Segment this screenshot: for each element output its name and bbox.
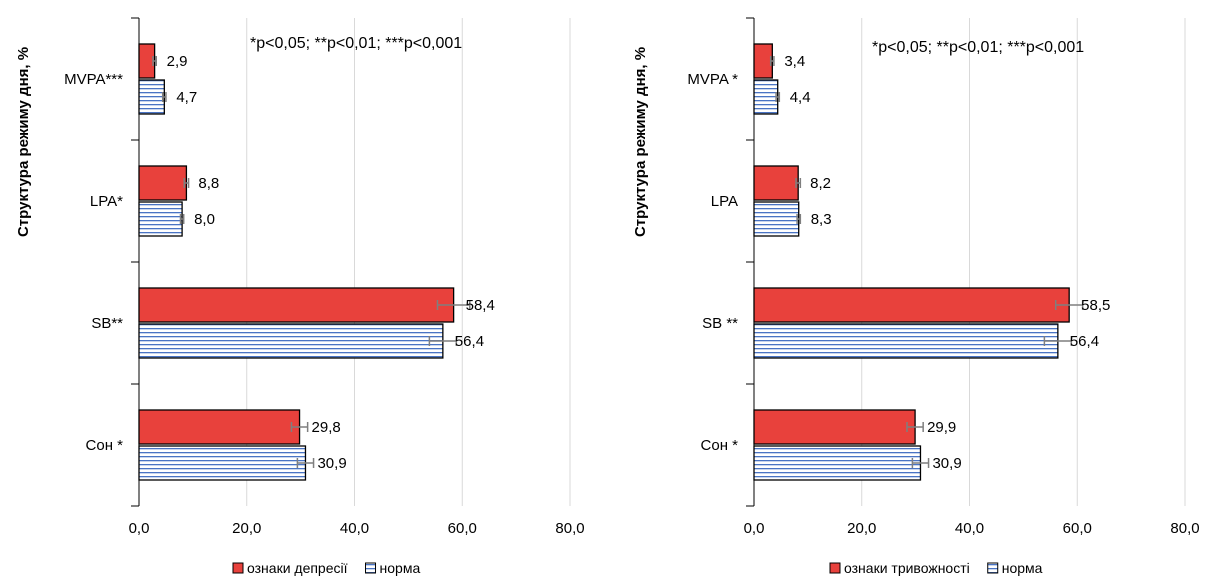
bar: [138, 445, 307, 481]
x-tick-label: 0,0: [129, 520, 150, 537]
bar: [753, 165, 799, 201]
category-label: SB**: [91, 315, 123, 332]
category-label: SB **: [702, 315, 738, 332]
data-label: 29,9: [927, 419, 956, 436]
legend-swatch: [829, 562, 841, 574]
data-label: 3,4: [784, 53, 805, 70]
bar: [753, 287, 1070, 323]
data-label: 30,9: [932, 455, 961, 472]
x-tick-label: 40,0: [955, 520, 984, 537]
legend-label: ознаки депресії: [247, 560, 348, 576]
data-label: 8,0: [194, 211, 215, 228]
bar: [138, 409, 301, 445]
chart-2: 0,0 20,0 40,0 60,0 80,0 MVPA * 3,4 4,4 LPA 8,2 8,3…: [632, 17, 1200, 576]
bar: [138, 201, 183, 237]
legend-swatch: [365, 562, 377, 574]
category-label: Сон *: [701, 437, 739, 454]
category-label: LPA: [711, 193, 738, 210]
category-label: LPA*: [90, 193, 123, 210]
x-tick-label: 60,0: [448, 520, 477, 537]
bar: [753, 43, 773, 79]
legend-label: ознаки тривожності: [844, 560, 970, 576]
data-label: 8,3: [811, 211, 832, 228]
bar: [138, 287, 455, 323]
data-label: 30,9: [317, 455, 346, 472]
bar: [753, 445, 922, 481]
x-tick-label: 80,0: [555, 520, 584, 537]
legend-label: норма: [380, 560, 421, 576]
category-label: Сон *: [86, 437, 124, 454]
data-label: 4,4: [790, 89, 811, 106]
bar: [138, 323, 444, 359]
data-label: 8,2: [810, 175, 831, 192]
data-label: 4,7: [176, 89, 197, 106]
bar: [753, 323, 1059, 359]
legend-label: норма: [1002, 560, 1043, 576]
bar: [753, 201, 800, 237]
bar: [138, 79, 165, 115]
data-label: 8,8: [198, 175, 219, 192]
y-axis-label: Структура режиму дня, %: [15, 47, 32, 237]
data-label: 56,4: [1070, 333, 1099, 350]
data-label: 56,4: [455, 333, 484, 350]
x-tick-label: 80,0: [1170, 520, 1199, 537]
data-label: 29,8: [312, 419, 341, 436]
x-tick-label: 40,0: [340, 520, 369, 537]
significance-note: *p<0,05; **p<0,01; ***p<0,001: [250, 35, 462, 52]
legend-swatch: [987, 562, 999, 574]
bar: [753, 409, 916, 445]
data-label: 2,9: [167, 53, 188, 70]
x-tick-label: 0,0: [744, 520, 765, 537]
bar: [753, 79, 779, 115]
x-tick-label: 60,0: [1063, 520, 1092, 537]
category-label: MVPA***: [64, 71, 123, 88]
data-label: 58,4: [466, 297, 495, 314]
category-label: MVPA *: [687, 71, 738, 88]
chart-1: 0,0 20,0 40,0 60,0 80,0 MVPA*** 2,9 4,7 LPA* 8,8 8…: [15, 17, 585, 576]
data-label: 58,5: [1081, 297, 1110, 314]
legend-swatch: [232, 562, 244, 574]
bar: [138, 165, 188, 201]
y-axis-label: Структура режиму дня, %: [632, 47, 649, 237]
significance-note: *p<0,05; **p<0,01; ***p<0,001: [872, 39, 1084, 56]
x-tick-label: 20,0: [232, 520, 261, 537]
x-tick-label: 20,0: [847, 520, 876, 537]
